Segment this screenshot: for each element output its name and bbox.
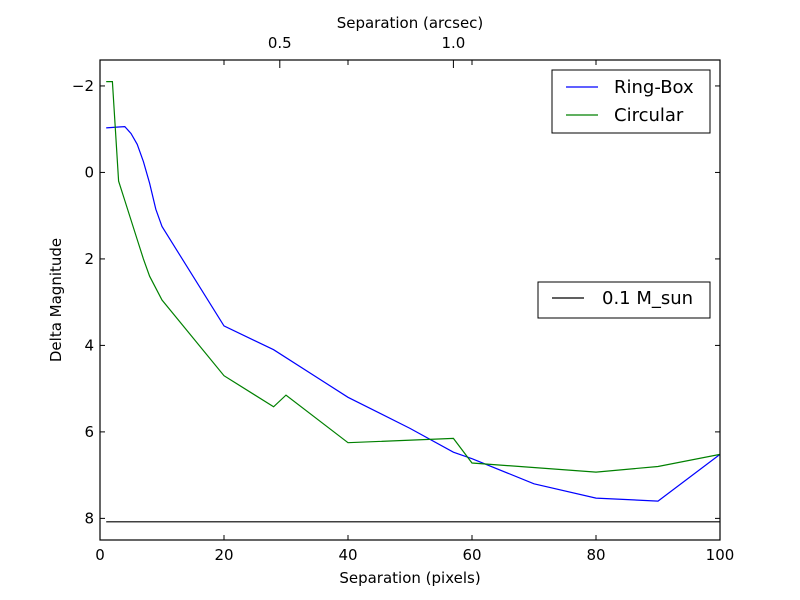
x-tick-label: 20 (214, 546, 233, 564)
x-tick-label: 100 (706, 546, 735, 564)
y-axis-label: Delta Magnitude (47, 238, 65, 362)
top-x-tick-label: 0.5 (268, 34, 292, 52)
legend-main: Ring-Box Circular (551, 69, 711, 134)
plot-frame (99, 59, 721, 541)
legend-label-ring-box: Ring-Box (614, 77, 694, 98)
x-axis-label: Separation (pixels) (339, 569, 480, 587)
legend-main-box (551, 69, 711, 134)
x-tick-label: 0 (95, 546, 105, 564)
series-line-ring-box (106, 125, 720, 502)
x-tick-label: 80 (586, 546, 605, 564)
legend-limit-box (537, 281, 711, 319)
y-tick-label: 6 (84, 423, 94, 441)
legend-limit: 0.1 M_sun (537, 281, 711, 319)
top-x-axis-label: Separation (arcsec) (337, 14, 484, 32)
series-line-circular (106, 80, 720, 473)
legend-label-circular: Circular (614, 105, 684, 126)
x-tick-label: 60 (462, 546, 481, 564)
y-tick-label: 0 (84, 163, 94, 181)
y-tick-label: 2 (84, 250, 94, 268)
x-tick-label: 40 (338, 546, 357, 564)
top-x-tick-label: 1.0 (441, 34, 465, 52)
y-tick-label: −2 (72, 77, 94, 95)
legend-label-0-1-m-sun: 0.1 M_sun (602, 288, 693, 309)
y-tick-label: 4 (84, 336, 94, 354)
y-tick-label: 8 (84, 509, 94, 527)
